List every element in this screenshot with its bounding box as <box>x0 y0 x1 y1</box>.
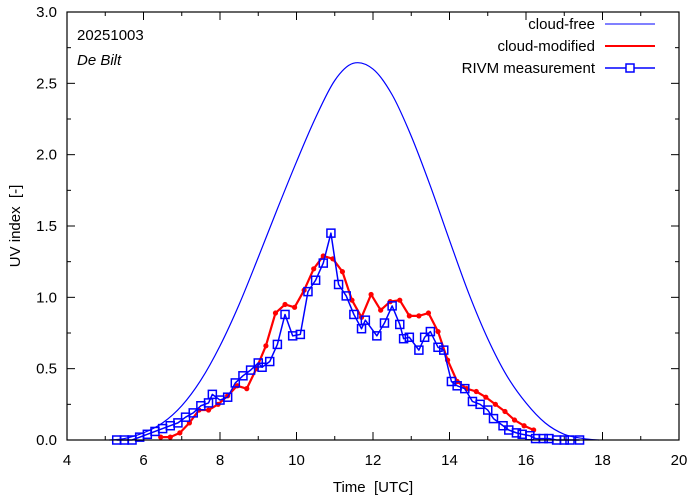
data-point-rivm-measurement <box>488 413 499 424</box>
y-axis-label: UV index [-] <box>7 185 24 268</box>
y-tick-label: 1.0 <box>36 289 57 306</box>
data-point-cloud-modified <box>311 266 317 272</box>
data-point-rivm-measurement <box>433 342 443 353</box>
data-point-rivm-measurement <box>341 291 351 301</box>
legend-label-rivm-measurement: RIVM measurement <box>462 60 596 77</box>
y-tick-label: 0.0 <box>36 432 57 449</box>
data-point-rivm-measurement <box>439 345 449 355</box>
data-point-cloud-modified <box>473 388 479 395</box>
data-point-cloud-modified <box>167 434 173 440</box>
series-line-rivm-measurement <box>116 232 580 441</box>
data-point-rivm-measurement <box>372 331 382 341</box>
data-point-rivm-measurement <box>398 333 409 344</box>
data-point-cloud-modified <box>521 423 527 429</box>
data-point-cloud-modified <box>483 394 489 400</box>
annotation-date: 20251003 <box>77 27 144 44</box>
data-point-rivm-measurement <box>475 399 485 410</box>
data-point-rivm-measurement <box>318 258 329 268</box>
plot-frame <box>66 11 680 441</box>
data-point-cloud-modified <box>406 313 412 319</box>
data-point-rivm-measurement <box>511 428 522 438</box>
data-point-cloud-modified <box>435 328 441 335</box>
data-point-cloud-modified <box>291 304 298 310</box>
data-point-rivm-measurement <box>425 326 436 337</box>
y-tick-label: 2.0 <box>36 147 57 164</box>
legend: cloud-free cloud-modified RIVM measureme… <box>462 16 655 77</box>
data-point-rivm-measurement <box>272 339 283 350</box>
data-point-cloud-modified <box>416 313 422 319</box>
x-tick-label: 4 <box>63 452 71 469</box>
data-point-rivm-measurement <box>538 433 548 444</box>
data-point-rivm-measurement <box>207 389 218 400</box>
data-point-cloud-modified <box>272 310 279 316</box>
legend-label-cloud-free: cloud-free <box>528 16 595 33</box>
y-tick-label: 3.0 <box>36 4 57 21</box>
data-point-rivm-measurement <box>238 371 248 381</box>
data-point-rivm-measurement <box>280 309 290 320</box>
data-point-rivm-measurement <box>379 318 390 328</box>
data-point-rivm-measurement <box>310 275 321 285</box>
data-point-rivm-measurement <box>460 383 470 394</box>
data-point-cloud-modified <box>397 297 403 303</box>
series-line-cloud-free <box>109 62 599 441</box>
annotation-location: De Bilt <box>77 52 122 69</box>
data-point-rivm-measurement <box>414 345 424 355</box>
data-point-cloud-modified <box>339 269 345 275</box>
data-point-cloud-modified <box>244 386 250 392</box>
data-point-rivm-measurement <box>404 332 415 343</box>
data-point-rivm-measurement <box>333 279 344 290</box>
data-point-cloud-modified <box>378 307 384 313</box>
data-point-rivm-measurement <box>387 301 397 311</box>
data-point-rivm-measurement <box>360 315 371 325</box>
data-point-cloud-modified <box>492 401 498 407</box>
tick-labels: 4 6 8 10 12 14 16 18 20 0.0 0.5 1.0 1.5 2.0 2.5 3.0 <box>36 4 687 469</box>
series-layer <box>109 62 599 445</box>
data-point-rivm-measurement <box>295 329 306 340</box>
data-point-cloud-modified <box>263 343 269 349</box>
data-point-rivm-measurement <box>303 286 313 297</box>
data-point-rivm-measurement <box>349 309 359 320</box>
x-tick-label: 8 <box>216 452 224 469</box>
data-point-rivm-measurement <box>395 319 405 330</box>
x-axis-label: Time [UTC] <box>333 479 413 496</box>
x-tick-label: 14 <box>441 452 458 469</box>
x-tick-label: 10 <box>288 452 305 469</box>
data-point-rivm-measurement <box>483 405 493 415</box>
data-point-rivm-measurement <box>419 332 430 343</box>
y-tick-label: 2.5 <box>36 75 57 92</box>
data-point-cloud-modified <box>511 417 518 423</box>
x-tick-label: 18 <box>594 452 611 469</box>
legend-marker-rivm-measurement <box>625 63 635 73</box>
data-point-rivm-measurement <box>257 362 267 372</box>
data-point-cloud-modified <box>425 310 432 316</box>
data-point-rivm-measurement <box>230 378 241 388</box>
x-tick-label: 16 <box>518 452 535 469</box>
x-tick-label: 20 <box>671 452 688 469</box>
x-tick-label: 6 <box>139 452 147 469</box>
y-tick-label: 0.5 <box>36 361 57 378</box>
data-point-rivm-measurement <box>173 418 183 428</box>
x-tick-label: 12 <box>365 452 382 469</box>
data-point-rivm-measurement <box>326 228 336 238</box>
data-point-cloud-modified <box>502 408 508 415</box>
y-tick-label: 1.5 <box>36 218 57 235</box>
data-point-rivm-measurement <box>188 408 198 418</box>
data-point-cloud-modified <box>205 407 212 413</box>
data-point-rivm-measurement <box>264 356 275 367</box>
data-point-rivm-measurement <box>222 392 233 402</box>
data-point-cloud-modified <box>177 430 183 436</box>
data-point-cloud-modified <box>282 301 288 308</box>
data-point-rivm-measurement <box>245 365 256 375</box>
data-point-cloud-modified <box>368 291 374 298</box>
series-line-cloud-modified <box>160 254 535 439</box>
legend-label-cloud-modified: cloud-modified <box>497 38 595 55</box>
